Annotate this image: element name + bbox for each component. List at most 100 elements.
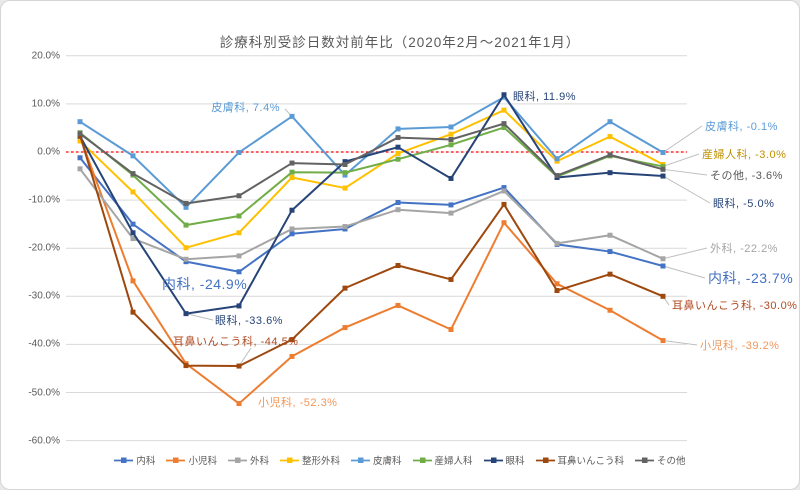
data-point-marker (77, 155, 83, 161)
data-point-marker (554, 288, 560, 294)
data-point-marker (395, 126, 401, 132)
data-label: 眼科, -5.0% (713, 198, 775, 210)
data-label: 耳鼻いんこう科, -30.0% (672, 300, 798, 312)
data-point-marker (289, 169, 295, 175)
data-point-marker (342, 162, 348, 168)
data-point-marker (77, 166, 83, 172)
label-leader-line (662, 247, 708, 260)
data-point-marker (289, 231, 295, 237)
data-point-marker (342, 285, 348, 291)
data-point-marker (660, 166, 666, 172)
data-point-marker (607, 307, 613, 313)
data-point-marker (236, 253, 242, 259)
data-label: 産婦人科, -3.0% (702, 149, 787, 161)
data-label: 耳鼻いんこう科, -44.5% (173, 336, 299, 348)
legend-item: その他 (635, 453, 686, 467)
data-point-marker (501, 201, 507, 207)
data-point-marker (501, 124, 507, 130)
data-point-marker (660, 338, 666, 344)
data-point-marker (660, 163, 666, 169)
data-point-marker (183, 222, 189, 228)
series-line (79, 109, 664, 249)
data-point-marker (395, 200, 401, 206)
data-point-marker (236, 230, 242, 236)
data-point-marker (660, 263, 666, 269)
data-point-marker (130, 309, 136, 315)
data-point-marker (607, 249, 613, 255)
data-point-marker (395, 144, 401, 150)
data-point-marker (236, 363, 242, 369)
data-point-marker (289, 337, 295, 343)
data-point-marker (183, 200, 189, 206)
legend-marker-icon (166, 457, 186, 463)
y-tick-label: -40.0% (28, 338, 60, 350)
data-point-marker (236, 269, 242, 275)
data-point-marker (130, 221, 136, 227)
data-point-marker (289, 226, 295, 232)
data-point-marker (130, 236, 136, 242)
legend-item: 耳鼻いんこう科 (535, 453, 625, 467)
data-point-marker (236, 193, 242, 199)
data-point-marker (130, 189, 136, 195)
data-point-marker (448, 175, 454, 181)
data-point-marker (395, 263, 401, 269)
label-leader-line (238, 347, 252, 367)
data-point-marker (395, 207, 401, 213)
data-point-marker (130, 230, 136, 236)
data-point-marker (501, 121, 507, 127)
data-point-marker (501, 107, 507, 113)
data-point-marker (342, 325, 348, 331)
chart-title: 診療科別受診日数対前年比（2020年2月～2021年1月） (219, 35, 581, 50)
y-tick-label: -10.0% (28, 194, 60, 206)
data-point-marker (342, 224, 348, 230)
series-line (79, 134, 664, 368)
data-point-marker (448, 142, 454, 148)
data-point-marker (289, 207, 295, 213)
label-leader-line (662, 175, 711, 204)
data-point-marker (607, 232, 613, 238)
data-point-marker (554, 281, 560, 287)
data-point-marker (448, 326, 454, 332)
legend-marker-icon (635, 457, 655, 463)
data-point-marker (342, 170, 348, 176)
label-leader-line (662, 153, 700, 167)
data-point-marker (289, 174, 295, 180)
series-line (79, 168, 664, 261)
legend-label: 産婦人科 (434, 456, 473, 467)
data-label: 皮膚科, 7.4% (211, 102, 280, 114)
data-label: 内科, -24.9% (162, 276, 248, 292)
data-point-marker (289, 160, 295, 166)
data-point-marker (183, 256, 189, 262)
data-point-marker (448, 124, 454, 130)
data-point-marker (554, 173, 560, 179)
data-point-marker (183, 311, 189, 317)
data-point-marker (501, 92, 507, 98)
legend-item: 眼科 (483, 453, 525, 467)
series-line (79, 93, 664, 315)
data-label: 内科, -23.7% (708, 270, 794, 286)
legend-marker-icon (412, 457, 432, 463)
data-point-marker (183, 363, 189, 369)
legend-item: 整形外科 (279, 453, 340, 467)
legend-item: 産婦人科 (412, 453, 473, 467)
data-label: その他, -3.6% (710, 170, 783, 182)
legend-marker-icon (279, 457, 299, 463)
data-point-marker (77, 138, 83, 144)
legend-label: 耳鼻いんこう科 (557, 456, 625, 467)
legend: 内科 小児科 外科 整形外科 皮膚科 産婦人科 眼科 耳鼻いんこう科 その他 (1, 450, 799, 470)
data-label: 皮膚科, -0.1% (705, 121, 778, 133)
legend-label: その他 (657, 456, 686, 467)
data-point-marker (289, 113, 295, 119)
legend-marker-icon (350, 457, 370, 463)
series-line (79, 122, 664, 205)
data-point-marker (607, 119, 613, 125)
legend-marker-icon (483, 457, 503, 463)
data-point-marker (660, 293, 666, 299)
data-point-marker (501, 220, 507, 226)
data-point-marker (130, 153, 136, 159)
data-point-marker (395, 135, 401, 141)
data-point-marker (607, 271, 613, 277)
data-point-marker (607, 134, 613, 140)
legend-label: 整形外科 (301, 456, 340, 467)
